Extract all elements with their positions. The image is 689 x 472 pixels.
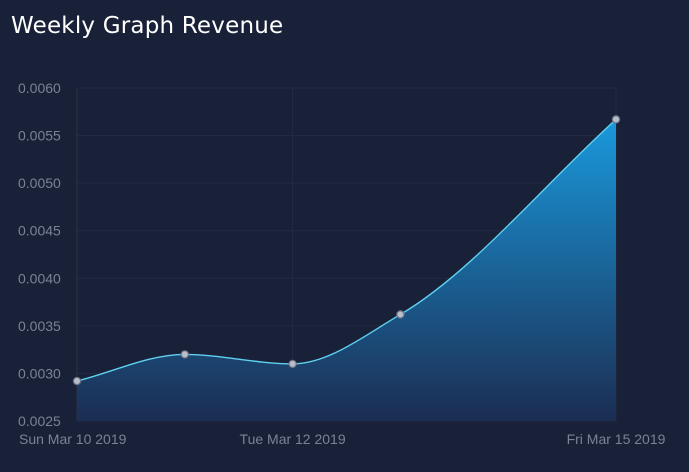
data-point <box>288 359 297 369</box>
x-tick-label: Tue Mar 12 2019 <box>240 431 346 447</box>
y-tick-label: 0.0035 <box>18 318 61 334</box>
data-points <box>72 115 621 386</box>
series-line <box>76 118 617 382</box>
y-tick-label: 0.0025 <box>18 413 61 429</box>
data-point <box>611 115 621 124</box>
data-point <box>396 310 405 319</box>
x-tick-label: Sun Mar 10 2019 <box>19 431 127 447</box>
data-point <box>180 350 189 359</box>
y-tick-label: 0.0040 <box>18 270 61 286</box>
chart-title: Weekly Graph Revenue <box>11 13 284 39</box>
x-axis: Sun Mar 10 2019 Tue Mar 12 2019 Fri Mar 15… <box>19 431 666 447</box>
y-axis: 0.0060 0.0055 0.0050 0.0045 0.0040 0.0035 0.00… <box>18 80 61 429</box>
data-point <box>72 376 82 386</box>
y-tick-label: 0.0045 <box>18 223 61 239</box>
area-layer <box>76 118 617 421</box>
series-area <box>77 119 616 421</box>
y-tick-label: 0.0050 <box>18 175 61 191</box>
y-tick-label: 0.0060 <box>18 80 61 96</box>
y-tick-label: 0.0055 <box>18 128 61 144</box>
x-tick-label: Fri Mar 15 2019 <box>567 431 666 447</box>
y-tick-label: 0.0030 <box>18 365 61 381</box>
